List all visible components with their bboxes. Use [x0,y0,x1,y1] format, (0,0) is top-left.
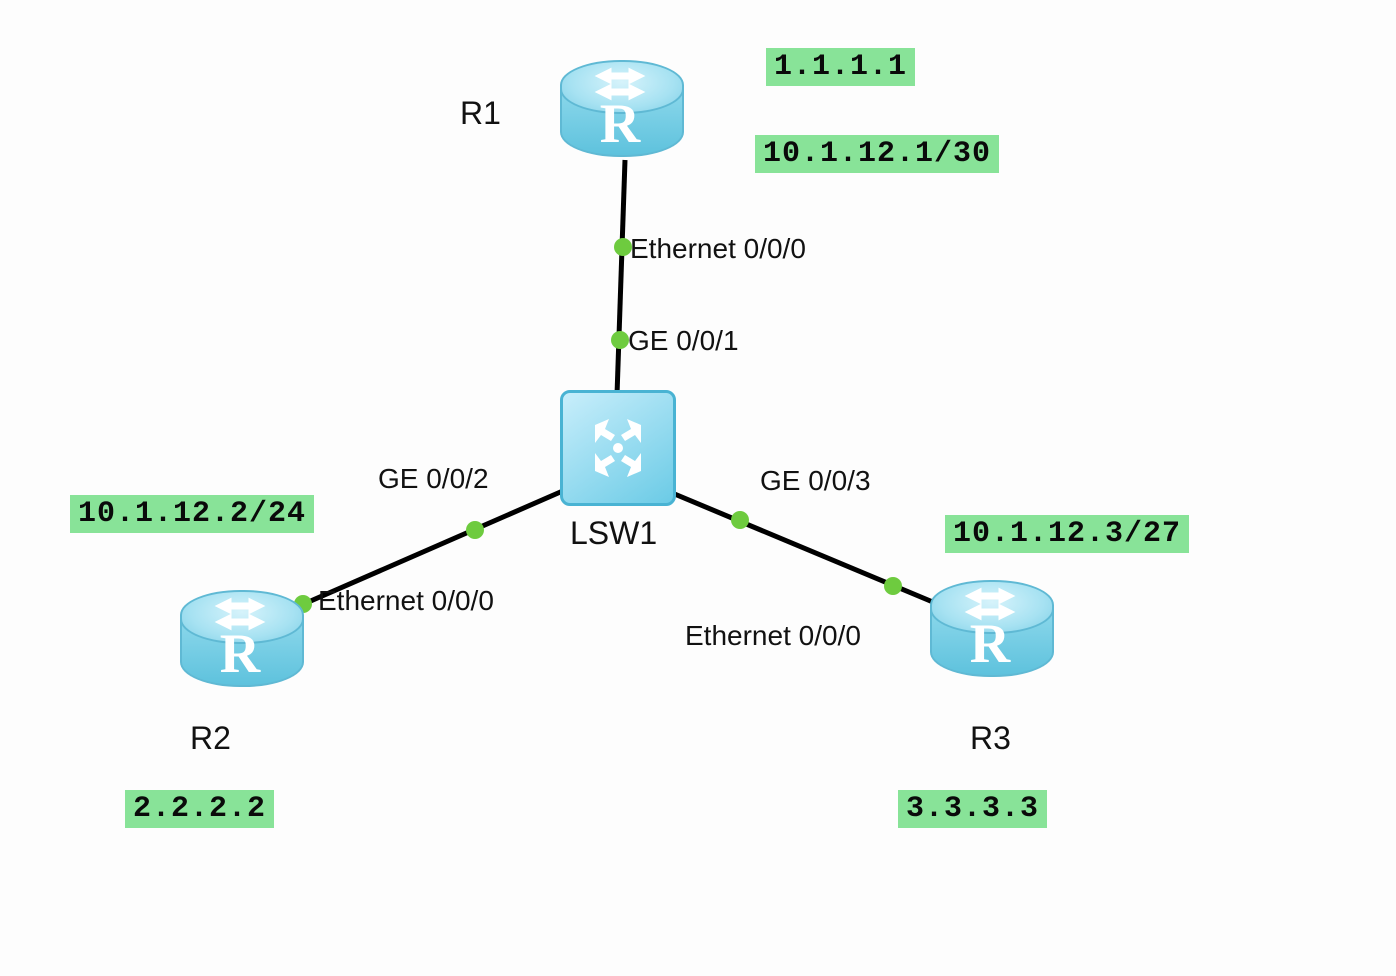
edge-r1-lsw1 [617,160,625,395]
router-letter-icon: R [930,612,1050,676]
node-label-lsw1: LSW1 [570,515,657,552]
port-label-lsw-ge3: GE 0/0/3 [760,465,871,497]
router-r1[interactable]: R [560,60,680,170]
ip-label-r2: 10.1.12.2/24 [70,495,314,533]
ip-label-r3-loopback: 3.3.3.3 [898,790,1047,828]
node-label-r1: R1 [460,95,501,132]
port-label-r3-eth: Ethernet 0/0/0 [685,620,861,652]
router-r3[interactable]: R [930,580,1050,690]
port-dot [466,521,484,539]
topology-canvas [0,0,1396,976]
switch-lsw1[interactable] [560,390,676,506]
router-letter-icon: R [560,92,680,156]
ip-label-r2-loopback: 2.2.2.2 [125,790,274,828]
port-label-lsw-ge2: GE 0/0/2 [378,463,489,495]
node-label-r3: R3 [970,720,1011,757]
node-label-r2: R2 [190,720,231,757]
port-label-r1-eth: Ethernet 0/0/0 [630,233,806,265]
ip-label-r1: 10.1.12.1/30 [755,135,999,173]
port-dot [884,577,902,595]
router-letter-icon: R [180,622,300,686]
router-r2[interactable]: R [180,590,300,700]
port-label-r2-eth: Ethernet 0/0/0 [318,585,494,617]
port-dot [611,331,629,349]
ip-label-r3: 10.1.12.3/27 [945,515,1189,553]
ip-label-r1-loopback: 1.1.1.1 [766,48,915,86]
port-dot [731,511,749,529]
port-label-lsw-ge1: GE 0/0/1 [628,325,739,357]
switch-arrows-icon [575,405,661,491]
